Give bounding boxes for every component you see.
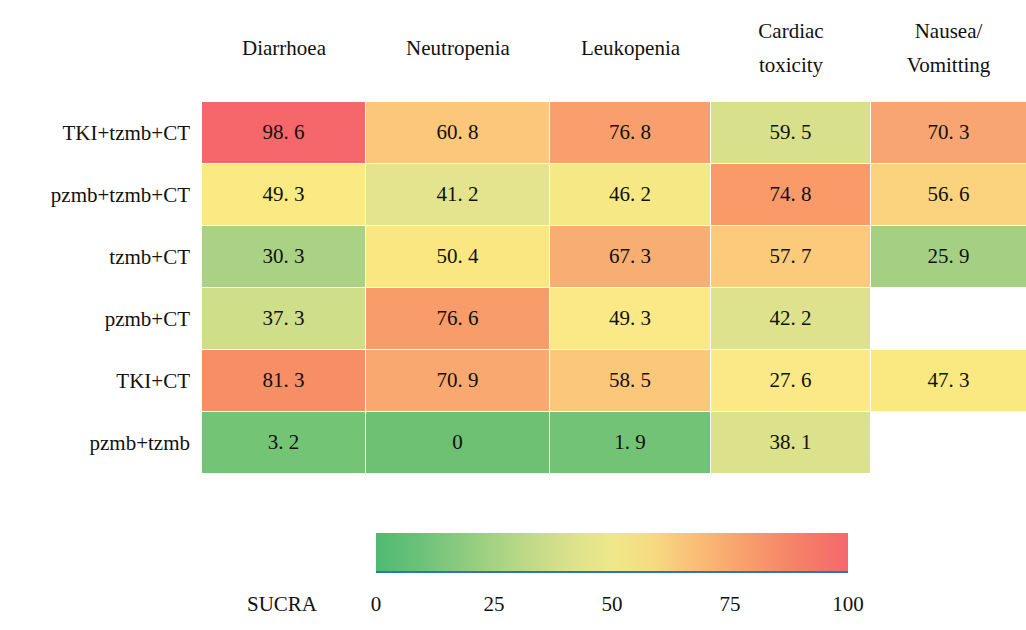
cell-value: 74. 8 bbox=[770, 182, 812, 207]
cell-value: 50. 4 bbox=[437, 244, 479, 269]
heatmap-cell: 81. 3 bbox=[202, 350, 365, 411]
row-label: TKI+tzmb+CT bbox=[0, 102, 196, 164]
cell-value: 56. 6 bbox=[928, 182, 970, 207]
cell-value: 58. 5 bbox=[609, 368, 651, 393]
cell-value: 42. 2 bbox=[770, 306, 812, 331]
legend-tick: 75 bbox=[720, 592, 741, 617]
cell-value: 70. 9 bbox=[437, 368, 479, 393]
legend-title: SUCRA bbox=[238, 592, 326, 617]
heatmap-cell: 49. 3 bbox=[202, 164, 365, 225]
heatmap-cell: 49. 3 bbox=[550, 288, 710, 349]
heatmap-cell: 67. 3 bbox=[550, 226, 710, 287]
heatmap-cell: 76. 8 bbox=[550, 102, 710, 163]
column-header: Neutropenia bbox=[366, 2, 550, 94]
cell-value: 81. 3 bbox=[263, 368, 305, 393]
legend-underline bbox=[376, 571, 848, 573]
cell-value: 0 bbox=[452, 430, 463, 455]
cell-value: 27. 6 bbox=[770, 368, 812, 393]
heatmap-cell: 30. 3 bbox=[202, 226, 365, 287]
heatmap-cell: 3. 2 bbox=[202, 412, 365, 473]
row-label: pzmb+tzmb+CT bbox=[0, 164, 196, 226]
heatmap-cell: 60. 8 bbox=[366, 102, 549, 163]
row-label-column: TKI+tzmb+CTpzmb+tzmb+CTtzmb+CTpzmb+CTTKI… bbox=[0, 102, 196, 474]
legend-tick-row: 0255075100 bbox=[376, 592, 848, 620]
cell-value: 76. 8 bbox=[609, 120, 651, 145]
heatmap-cell: 41. 2 bbox=[366, 164, 549, 225]
legend-tick: 25 bbox=[484, 592, 505, 617]
cell-value: 67. 3 bbox=[609, 244, 651, 269]
heatmap-cell: 56. 6 bbox=[871, 164, 1026, 225]
row-label: pzmb+tzmb bbox=[0, 412, 196, 474]
heatmap-cell: 50. 4 bbox=[366, 226, 549, 287]
column-header: Leukopenia bbox=[550, 2, 711, 94]
cell-value: 30. 3 bbox=[263, 244, 305, 269]
heatmap-cell: 57. 7 bbox=[711, 226, 870, 287]
cell-value: 47. 3 bbox=[928, 368, 970, 393]
cell-value: 46. 2 bbox=[609, 182, 651, 207]
heatmap-cell: 46. 2 bbox=[550, 164, 710, 225]
sucra-heatmap-figure: DiarrhoeaNeutropeniaLeukopeniaCardiac to… bbox=[0, 0, 1026, 630]
cell-value: 3. 2 bbox=[268, 430, 300, 455]
row-label: pzmb+CT bbox=[0, 288, 196, 350]
column-header: Diarrhoea bbox=[202, 2, 366, 94]
heatmap-cell: 98. 6 bbox=[202, 102, 365, 163]
heatmap-cell: 74. 8 bbox=[711, 164, 870, 225]
cell-value: 57. 7 bbox=[770, 244, 812, 269]
row-label: TKI+CT bbox=[0, 350, 196, 412]
cell-value: 49. 3 bbox=[263, 182, 305, 207]
cell-value: 60. 8 bbox=[437, 120, 479, 145]
row-label: tzmb+CT bbox=[0, 226, 196, 288]
heatmap-cell: 27. 6 bbox=[711, 350, 870, 411]
legend-gradient-bar bbox=[376, 533, 848, 571]
cell-value: 59. 5 bbox=[770, 120, 812, 145]
cell-value: 49. 3 bbox=[609, 306, 651, 331]
heatmap-cell: 76. 6 bbox=[366, 288, 549, 349]
heatmap-cell-empty bbox=[871, 412, 1026, 473]
cell-value: 25. 9 bbox=[928, 244, 970, 269]
heatmap-cell: 0 bbox=[366, 412, 549, 473]
column-header: Cardiac toxicity bbox=[711, 2, 871, 94]
legend-tick: 50 bbox=[602, 592, 623, 617]
cell-value: 37. 3 bbox=[263, 306, 305, 331]
heatmap-cell: 70. 3 bbox=[871, 102, 1026, 163]
heatmap-cell: 37. 3 bbox=[202, 288, 365, 349]
column-header-row: DiarrhoeaNeutropeniaLeukopeniaCardiac to… bbox=[202, 2, 1026, 94]
column-header: Nausea/ Vomitting bbox=[871, 2, 1026, 94]
heatmap-cell: 59. 5 bbox=[711, 102, 870, 163]
heatmap: 98. 6 60. 8 76. 8 59. 5 70. 3 49. 3 41. 2 46. 2… bbox=[202, 102, 1026, 473]
cell-value: 98. 6 bbox=[263, 120, 305, 145]
heatmap-cell: 25. 9 bbox=[871, 226, 1026, 287]
legend-tick: 100 bbox=[832, 592, 864, 617]
cell-value: 70. 3 bbox=[928, 120, 970, 145]
heatmap-cell: 38. 1 bbox=[711, 412, 870, 473]
heatmap-cell: 42. 2 bbox=[711, 288, 870, 349]
heatmap-cell: 1. 9 bbox=[550, 412, 710, 473]
heatmap-cell: 58. 5 bbox=[550, 350, 710, 411]
heatmap-cell: 47. 3 bbox=[871, 350, 1026, 411]
legend-tick: 0 bbox=[371, 592, 382, 617]
heatmap-cell: 70. 9 bbox=[366, 350, 549, 411]
cell-value: 1. 9 bbox=[614, 430, 646, 455]
cell-value: 76. 6 bbox=[437, 306, 479, 331]
heatmap-cell-empty bbox=[871, 288, 1026, 349]
cell-value: 41. 2 bbox=[437, 182, 479, 207]
cell-value: 38. 1 bbox=[770, 430, 812, 455]
